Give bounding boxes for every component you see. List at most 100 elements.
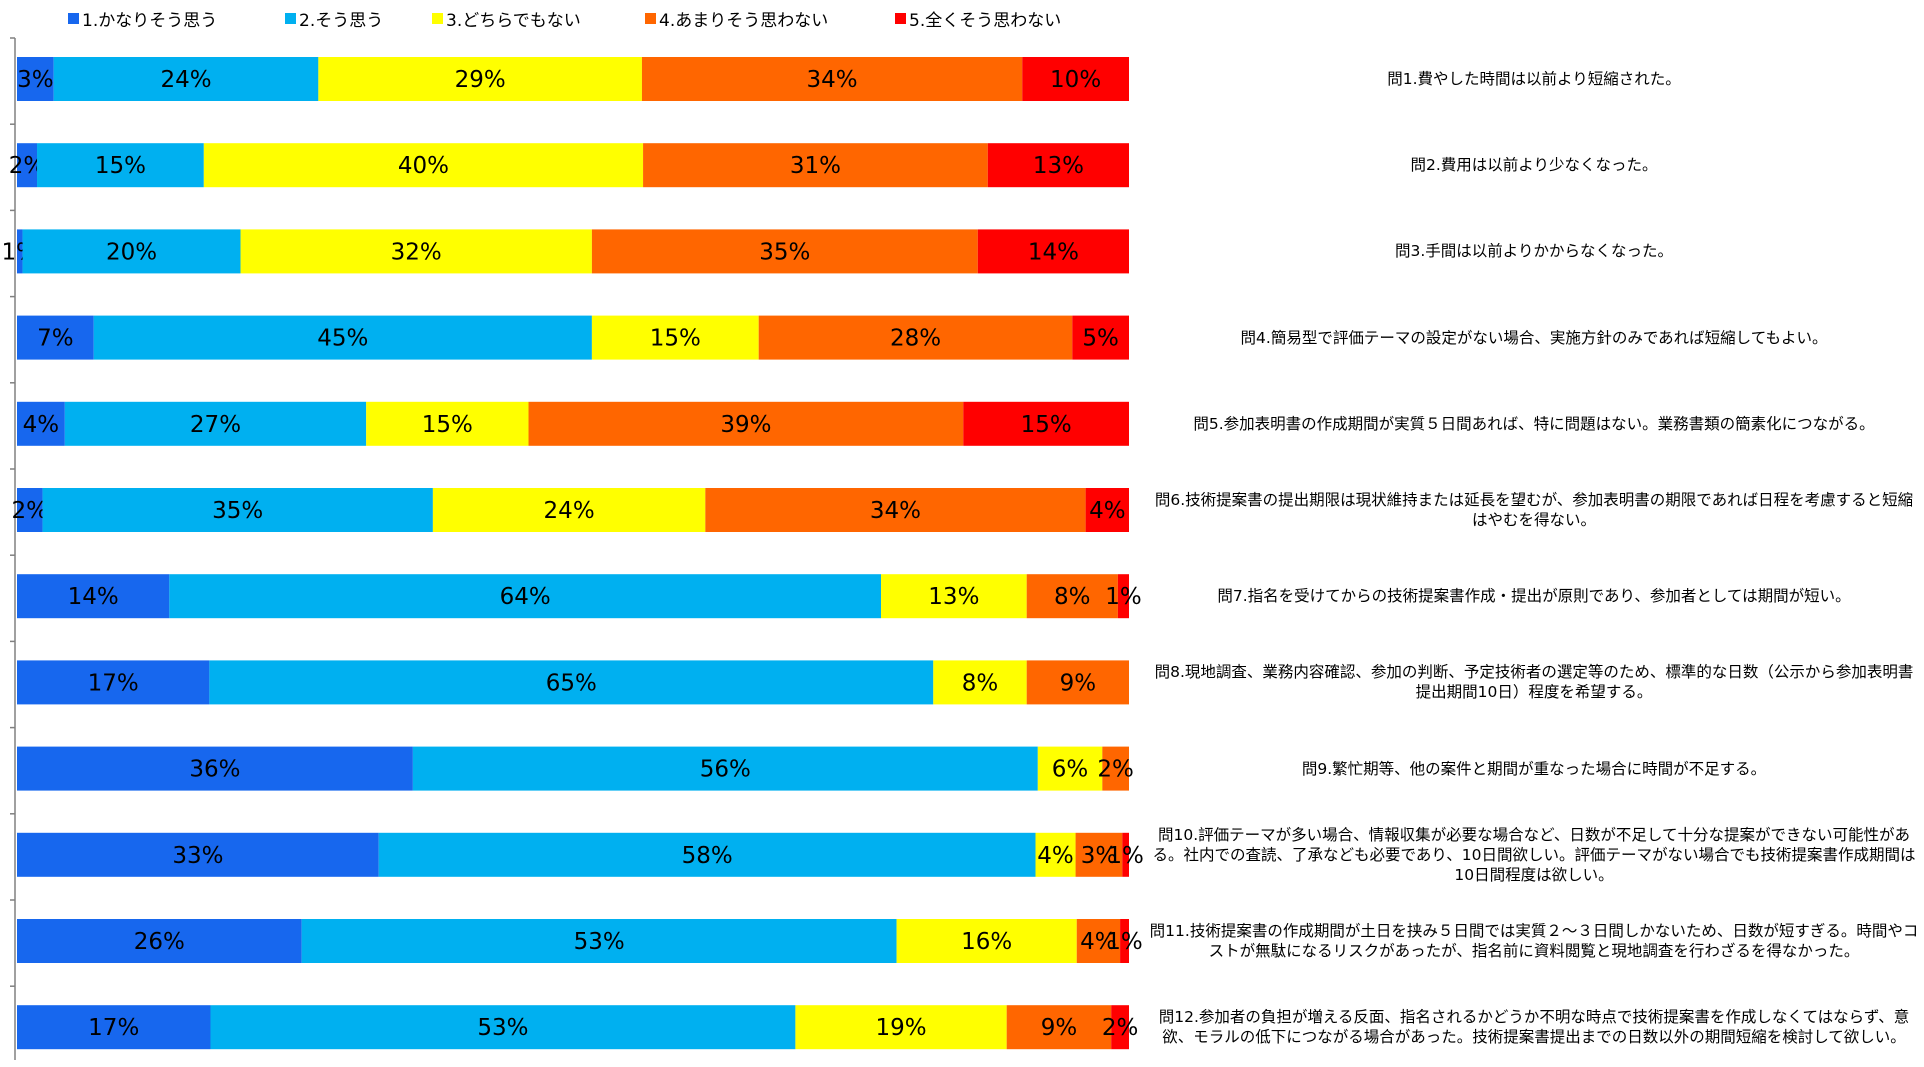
bar-value-label: 10% (1050, 67, 1101, 93)
question-label-11: 問11.技術提案書の作成期間が土日を挟み５日間では実質２～３日間しかないため、日… (1148, 901, 1920, 981)
bar-segment (210, 1005, 796, 1050)
bar-value-label: 4% (23, 412, 60, 438)
bar-value-label: 31% (790, 153, 841, 179)
question-text: 問6.技術提案書の提出期限は現状維持または延長を望むが、参加表明書の期限であれば… (1154, 491, 1914, 529)
question-text: 問5.参加表明書の作成期間が実質５日間あれば、特に問題はない。業務書類の簡素化に… (1193, 414, 1875, 433)
bar-value-label: 8% (1054, 584, 1091, 610)
bar-segment (42, 488, 433, 532)
bar-value-label: 6% (1052, 757, 1089, 783)
bar-value-label: 4% (1080, 929, 1117, 955)
bar-segment (1102, 746, 1129, 791)
bar-segment (17, 143, 38, 188)
bar-value-label: 1% (1106, 929, 1143, 955)
question-label-7: 問7.指名を受けてからの技術提案書作成・提出が原則であり、参加者としては期間が短… (1148, 556, 1920, 636)
bar-segment (53, 57, 319, 101)
bar-segment (1006, 1005, 1112, 1050)
bar-value-label: 17% (88, 1015, 139, 1041)
bar-value-label: 13% (928, 584, 979, 610)
bar-value-label: 4% (1037, 843, 1074, 869)
legend-label: 1.かなりそう思う (82, 11, 218, 31)
bar-segment (643, 143, 988, 188)
bar-segment (528, 401, 964, 446)
legend-label: 3.どちらでもない (446, 11, 581, 31)
bar-value-label: 20% (106, 239, 157, 265)
legend-swatch (432, 13, 443, 24)
bar-row-9: 36% 56% 6% 2% (17, 746, 1134, 791)
bar-segment (641, 57, 1023, 101)
bar-value-label: 45% (317, 326, 368, 352)
bar-value-label: 26% (134, 929, 185, 955)
question-text: 問2.費用は以前より少なくなった。 (1410, 156, 1658, 175)
bar-row-10: 33% 58% 4% 3%1% (17, 832, 1144, 877)
question-label-12: 問12.参加者の負担が増える反面、指名されるかどうか不明な時点で技術提案書を作成… (1148, 987, 1920, 1067)
bar-row-4: 7% 45% 15% 28% 5% (17, 315, 1129, 360)
bar-segment (432, 488, 706, 532)
bar-value-label: 9% (1041, 1015, 1078, 1041)
bar-row-6: 2% 35% 24% 34% 4% (12, 488, 1129, 532)
bar-segment (17, 229, 23, 274)
bar-value-label: 1% (1107, 843, 1144, 869)
bar-value-label: 34% (870, 498, 921, 524)
bar-segment (318, 57, 642, 101)
legend-item-5: 5.全くそう思わない (895, 6, 1061, 31)
question-label-5: 問5.参加表明書の作成期間が実質５日間あれば、特に問題はない。業務書類の簡素化に… (1148, 384, 1920, 464)
bar-value-label: 24% (544, 498, 595, 524)
bar-value-label: 4% (1089, 498, 1126, 524)
bar-value-label: 36% (189, 757, 240, 783)
bar-value-label: 64% (500, 584, 551, 610)
bar-segment (17, 919, 302, 963)
bar-segment (169, 574, 882, 619)
bar-row-8: 17% 65% 8% 9% (17, 660, 1129, 705)
legend-item-2: 2.そう思う (285, 6, 383, 31)
bar-value-label: 15% (650, 326, 701, 352)
bar-segment (209, 660, 934, 705)
question-text: 問9.繁忙期等、他の案件と期間が重なった場合に時間が不足する。 (1301, 759, 1767, 778)
bar-value-label: 3% (17, 67, 54, 93)
bar-value-label: 58% (682, 843, 733, 869)
bar-value-label: 40% (398, 153, 449, 179)
bar-row-7: 14% 64% 13% 8% 1% (17, 574, 1142, 619)
bar-segment (881, 574, 1027, 619)
legend-item-1: 1.かなりそう思う (68, 6, 217, 31)
bar-value-label: 1% (1105, 584, 1142, 610)
bar-value-label: 35% (212, 498, 263, 524)
bar-segment (1085, 488, 1129, 532)
question-text: 問8.現地調査、業務内容確認、参加の判断、予定技術者の選定等のため、標準的な日数… (1154, 663, 1914, 702)
bar-segment (93, 315, 592, 360)
bar-segment (758, 315, 1073, 360)
bar-segment (591, 229, 978, 274)
bar-segment (366, 401, 529, 446)
bar-value-label: 19% (875, 1015, 926, 1041)
bar-segment (17, 574, 170, 619)
bar-value-label: 7% (37, 326, 74, 352)
legend-item-3: 3.どちらでもない (432, 6, 581, 31)
bar-row-12: 17% 53% 19% 9% 2% (17, 1005, 1138, 1050)
bar-value-label: 35% (759, 239, 810, 265)
bar-value-label: 28% (890, 326, 941, 352)
bar-value-label: 15% (95, 153, 146, 179)
bar-value-label: 24% (160, 67, 211, 93)
bar-value-label: 17% (88, 670, 139, 696)
bar-segment (378, 832, 1036, 877)
bar-value-label: 27% (190, 412, 241, 438)
bar-segment (1072, 315, 1129, 360)
bar-value-label: 9% (1060, 670, 1097, 696)
question-label-3: 問3.手間は以前よりかからなくなった。 (1148, 211, 1920, 291)
bar-segment (17, 315, 94, 360)
legend-label: 5.全くそう思わない (909, 11, 1062, 31)
bar-segment (64, 401, 367, 446)
bar-row-5: 4% 27% 15% 39% 15% (17, 401, 1129, 446)
bar-segment (17, 401, 65, 446)
bar-value-label: 15% (422, 412, 473, 438)
bar-segment (977, 229, 1129, 274)
question-text: 問3.手間は以前よりかからなくなった。 (1395, 242, 1673, 261)
bar-segment (987, 143, 1129, 188)
bar-value-label: 3% (1081, 843, 1118, 869)
question-text: 問12.参加者の負担が増える反面、指名されるかどうか不明な時点で技術提案書を作成… (1158, 1008, 1910, 1047)
bar-segment (1122, 832, 1129, 877)
bar-segment (17, 488, 43, 532)
bar-value-label: 14% (1028, 239, 1079, 265)
bar-value-label: 56% (700, 757, 751, 783)
bar-value-label: 15% (1021, 412, 1072, 438)
